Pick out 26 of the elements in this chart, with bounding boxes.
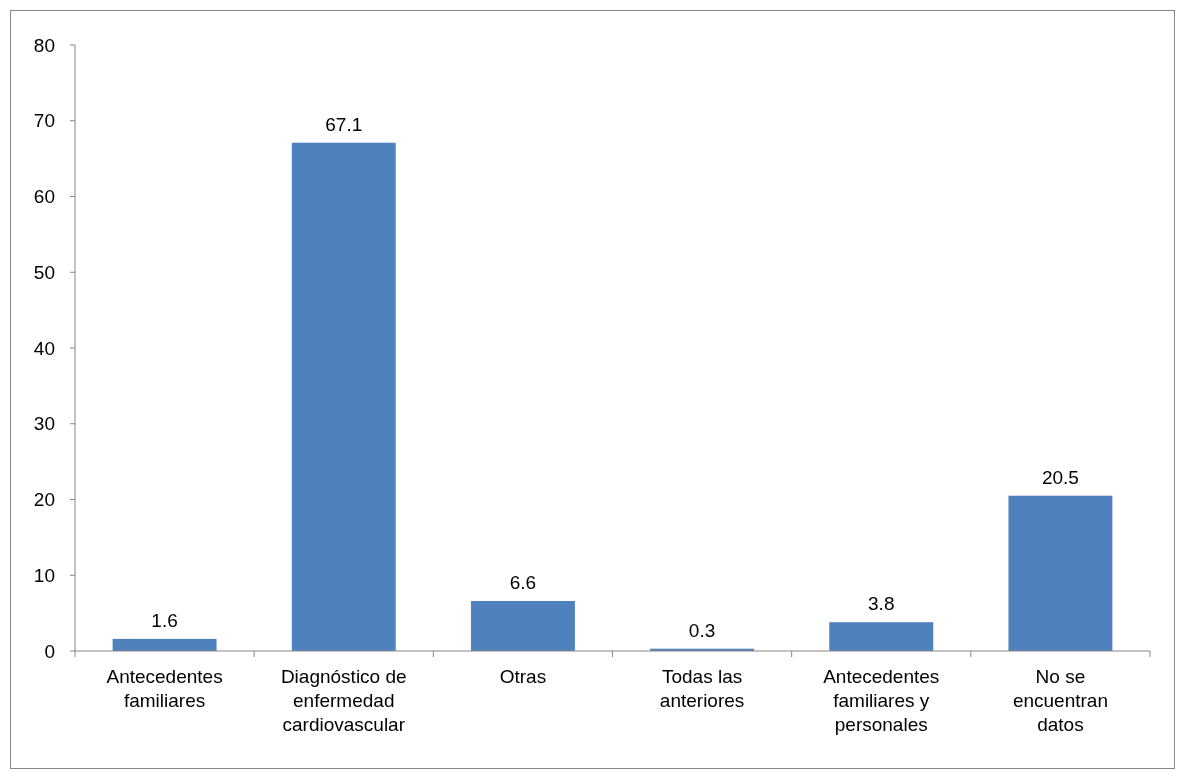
x-tick-label: Antecedentes familiares [106,666,223,711]
y-tick-label: 60 [33,186,55,208]
data-label: 20.5 [1041,466,1079,488]
y-tick-label: 80 [33,34,55,56]
y-tick-label: 0 [44,640,55,662]
x-tick-label: Antecedentes familiares y personales [823,666,940,735]
bar [470,601,575,651]
y-tick-label: 50 [33,261,55,283]
x-tick-label: Otras [499,666,547,687]
x-tick-label: No se encuentran datos [1012,666,1108,735]
bar [829,622,934,651]
y-tick-label: 30 [33,413,55,435]
y-tick-label: 10 [33,564,55,586]
data-label: 6.6 [509,572,537,594]
x-tick-label: Diagnóstico de enfermedad cardiovascular [280,666,407,735]
bar [291,142,396,651]
bar [112,638,217,651]
bar [1008,495,1113,651]
data-label: 0.3 [688,619,716,641]
y-tick-label: 70 [33,110,55,132]
y-tick-label: 20 [33,489,55,511]
data-label: 3.8 [868,593,895,615]
y-tick-label: 40 [33,337,55,359]
x-tick-label: Todas las anteriores [659,666,745,711]
data-label: 67.1 [325,113,363,135]
data-label: 1.6 [151,609,178,631]
